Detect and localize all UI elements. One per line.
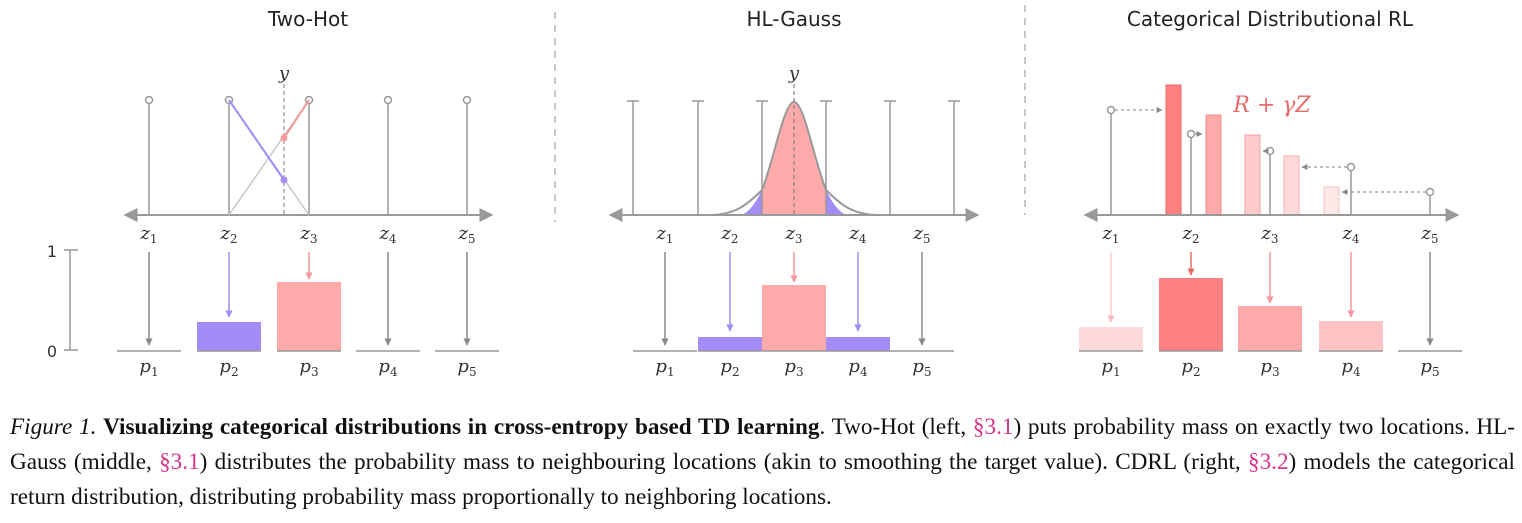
return-atoms xyxy=(1106,105,1435,215)
support-label-z2: z2 xyxy=(1181,223,1199,246)
prob-label-p5: p5 xyxy=(912,356,931,379)
yaxis-bottom-label: 0 xyxy=(47,342,57,361)
support-label-z3: z3 xyxy=(1260,223,1278,246)
projected-bars xyxy=(1165,84,1340,216)
support-stems xyxy=(144,95,472,215)
support-label-z5: z5 xyxy=(457,223,475,246)
section-ref-link[interactable]: §3.2 xyxy=(1247,449,1289,475)
support-label-z3: z3 xyxy=(784,223,802,246)
target-label: y xyxy=(278,63,290,84)
support-label-z4: z4 xyxy=(1341,223,1359,246)
figure: 1 0 Two-Hot y z1 z2 z3 z4 z5 xyxy=(47,5,1462,379)
prob-label-p2: p2 xyxy=(1181,356,1200,379)
prob-bar-p4 xyxy=(1319,321,1383,351)
prob-label-p5: p5 xyxy=(1420,356,1439,379)
gaussian-center xyxy=(762,102,826,215)
prob-bar-p2 xyxy=(698,337,762,351)
prob-bar-p3 xyxy=(1238,306,1302,351)
caption-text: ) puts probability mass on exactly two l… xyxy=(10,414,1516,475)
panel-hl-gauss: HL-Gauss y z1 z2 z3 z4 z5 p1 p2 p3 p4 p5 xyxy=(608,7,980,379)
prob-label-p3: p3 xyxy=(1260,356,1279,379)
prob-label-p4: p4 xyxy=(848,356,868,379)
figure-caption: Figure 1. Visualizing categorical distri… xyxy=(10,410,1515,515)
panel-title: HL-Gauss xyxy=(746,7,841,31)
bellman-target-label: R + γZ xyxy=(1232,93,1311,118)
shift-arrows xyxy=(1115,107,1426,195)
prob-bar-p3 xyxy=(277,282,341,351)
prob-label-p1: p1 xyxy=(139,356,158,379)
caption-text: ) distributes the probability mass to ne… xyxy=(199,449,1248,475)
prob-bar-p2 xyxy=(197,322,261,351)
prob-label-p1: p1 xyxy=(655,356,674,379)
prob-label-p3: p3 xyxy=(784,356,803,379)
prob-bar-p4 xyxy=(826,337,890,351)
yaxis-top-label: 1 xyxy=(47,242,57,261)
prob-label-p5: p5 xyxy=(457,356,476,379)
support-label-z4: z4 xyxy=(378,223,396,246)
prob-label-p4: p4 xyxy=(378,356,398,379)
panel-title: Categorical Distributional RL xyxy=(1127,7,1414,31)
prob-label-p4: p4 xyxy=(1341,356,1361,379)
support-label-z1: z1 xyxy=(139,223,157,246)
prob-bar-p1 xyxy=(1079,327,1143,351)
prob-bar-p3 xyxy=(762,285,826,351)
prob-label-p1: p1 xyxy=(1101,356,1120,379)
prob-label-p3: p3 xyxy=(299,356,318,379)
panel-two-hot: Two-Hot y z1 z2 z3 z4 z5 p1 p2 p3 p4 p5 xyxy=(117,7,499,379)
support-label-z1: z1 xyxy=(1101,223,1119,246)
support-label-z5: z5 xyxy=(1420,223,1438,246)
prob-label-p2: p2 xyxy=(219,356,238,379)
caption-label: Figure 1. xyxy=(10,414,97,440)
caption-text: . Two-Hot (left, xyxy=(819,414,973,440)
support-label-z1: z1 xyxy=(655,223,673,246)
prob-label-p2: p2 xyxy=(720,356,739,379)
support-label-z4: z4 xyxy=(848,223,866,246)
target-label: y xyxy=(788,63,800,84)
support-label-z2: z2 xyxy=(219,223,237,246)
support-label-z5: z5 xyxy=(912,223,930,246)
panel-cdrl: Categorical Distributional RL R + γZ xyxy=(1079,7,1462,379)
probability-axis: 1 0 xyxy=(47,242,78,361)
panel-title: Two-Hot xyxy=(267,7,348,31)
support-label-z3: z3 xyxy=(299,223,317,246)
section-ref-link[interactable]: §3.1 xyxy=(972,414,1014,440)
caption-title: Visualizing categorical distributions in… xyxy=(103,414,820,440)
prob-bar-p2 xyxy=(1159,278,1223,351)
support-label-z2: z2 xyxy=(720,223,738,246)
section-ref-link[interactable]: §3.1 xyxy=(159,449,200,475)
bin-edges xyxy=(627,100,960,215)
caption-text: ) models the categorical return distribu… xyxy=(10,449,1515,510)
